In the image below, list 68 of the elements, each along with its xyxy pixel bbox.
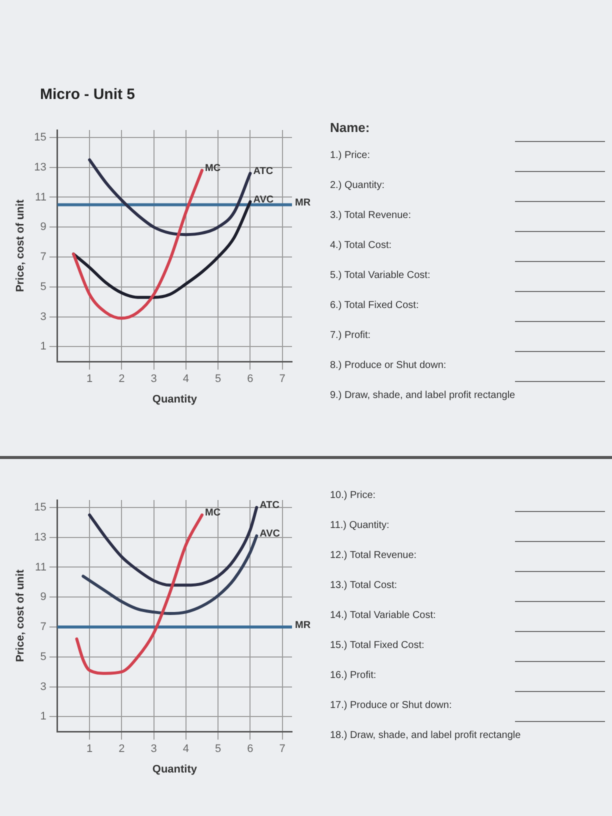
- x-tick-label: 2: [118, 743, 125, 756]
- x-tick-label: 4: [182, 373, 190, 386]
- x-tick-label: 7: [279, 743, 286, 756]
- text: 5.) Total Variable Cost:: [330, 270, 430, 281]
- x-tick-label: 6: [247, 373, 254, 386]
- text: 11.) Quantity:: [330, 520, 390, 531]
- text: 10.) Price:: [330, 490, 376, 501]
- x-axis-title: Quantity: [152, 763, 198, 776]
- x-tick-label: 5: [215, 743, 222, 756]
- x-tick-label: 5: [215, 373, 222, 386]
- text: 7.) Profit:: [330, 330, 371, 341]
- y-tick-label: 9: [40, 591, 46, 604]
- series-label: MC: [205, 163, 221, 174]
- y-tick-label: 1: [40, 710, 46, 723]
- text: 18.) Draw, shade, and label profit rectangle: [330, 730, 521, 741]
- series-label: ATC: [253, 166, 274, 178]
- x-tick-label: 6: [247, 743, 254, 756]
- line-series: [88, 506, 258, 587]
- text: 6.) Total Fixed Cost:: [330, 300, 419, 311]
- x-tick-label: 7: [279, 373, 286, 386]
- x-tick-label: 3: [150, 373, 157, 386]
- y-tick-label: 15: [34, 132, 46, 144]
- x-tick-label: 2: [118, 373, 125, 386]
- series-label: MR: [295, 197, 312, 208]
- x-axis-title: Quantity: [152, 393, 198, 406]
- text: Name:: [330, 120, 370, 135]
- x-tick-label: 3: [150, 743, 157, 756]
- series-label: ATC: [260, 500, 280, 512]
- x-tick-label: 1: [86, 373, 93, 386]
- y-tick-label: 1: [40, 340, 46, 353]
- text: 1.) Price:: [330, 150, 370, 161]
- line-series: [75, 513, 204, 675]
- y-tick-label: 7: [40, 621, 46, 634]
- x-tick-label: 4: [182, 743, 190, 756]
- line-series: [82, 534, 258, 616]
- text: 14.) Total Variable Cost:: [330, 610, 436, 621]
- text: 15.) Total Fixed Cost:: [330, 640, 424, 651]
- y-tick-label: 9: [40, 221, 46, 234]
- y-axis-title: Price, cost of unit: [14, 569, 27, 662]
- series-label: AVC: [253, 194, 274, 206]
- x-tick-label: 1: [86, 743, 93, 756]
- text: 3.) Total Revenue:: [330, 210, 411, 221]
- text: 4.) Total Cost:: [330, 240, 392, 251]
- text: 16.) Profit:: [330, 670, 376, 681]
- y-tick-label: 15: [34, 502, 46, 514]
- text: 9.) Draw, shade, and label profit rectangle: [330, 390, 516, 401]
- y-tick-label: 13: [34, 531, 46, 544]
- y-tick-label: 5: [40, 280, 46, 293]
- text: 8.) Produce or Shut down:: [330, 360, 446, 371]
- y-tick-label: 7: [40, 251, 46, 264]
- text: 2.) Quantity:: [330, 180, 384, 191]
- series-label: AVC: [260, 528, 280, 540]
- line-series: [72, 168, 204, 320]
- y-tick-label: 5: [40, 650, 46, 663]
- line-series: [88, 158, 252, 236]
- text: 12.) Total Revenue:: [330, 550, 417, 561]
- y-tick-label: 11: [35, 561, 46, 574]
- y-tick-label: 13: [34, 161, 46, 174]
- chart-title: Micro - Unit 5: [40, 86, 136, 103]
- y-tick-label: 3: [40, 310, 46, 323]
- line-series: [72, 200, 252, 299]
- y-tick-label: 3: [40, 680, 46, 693]
- text: 17.) Produce or Shut down:: [330, 700, 452, 711]
- y-tick-label: 11: [35, 191, 46, 204]
- y-axis-title: Price, cost of unit: [14, 199, 27, 292]
- text: 13.) Total Cost:: [330, 580, 398, 591]
- series-label: MR: [295, 620, 312, 631]
- series-label: MC: [205, 508, 221, 519]
